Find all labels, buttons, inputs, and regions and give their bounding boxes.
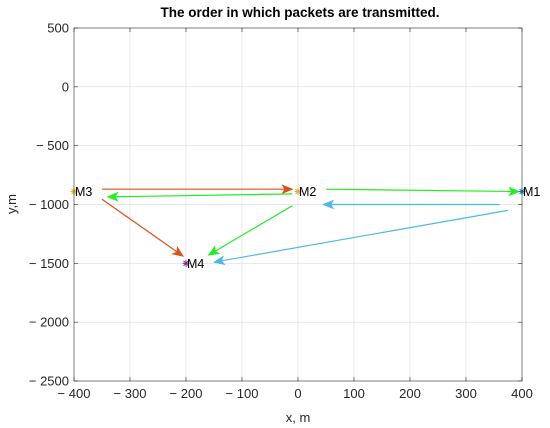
y-tick-label: − 1500 — [29, 256, 69, 271]
arrows-layer — [101, 184, 521, 266]
node-marker — [183, 260, 189, 267]
node-label: M1 — [523, 185, 540, 199]
y-axis-label: y,m — [4, 194, 19, 214]
y-tick-label: − 2500 — [29, 374, 69, 389]
y-tick-label: − 1000 — [29, 197, 69, 212]
y-tick-labels: − 2500 − 2000 − 1500 − 1000 − 500 0 500 — [29, 21, 69, 389]
nodes-layer: M1 M2 M3 M4 — [70, 185, 540, 271]
x-tick-label: − 200 — [170, 386, 203, 401]
x-tick-label: 200 — [399, 386, 421, 401]
transmission-arrow — [213, 209, 509, 266]
y-tick-label: 500 — [47, 21, 69, 36]
x-tick-label: − 300 — [114, 386, 147, 401]
node-label: M4 — [187, 257, 204, 271]
x-tick-label: − 100 — [226, 386, 259, 401]
transmission-arrow — [106, 191, 293, 202]
transmission-arrow — [207, 205, 293, 256]
x-tick-label: 0 — [294, 386, 301, 401]
y-tick-label: − 2000 — [29, 315, 69, 330]
x-tick-labels: − 400 − 300 − 200 − 100 0 100 200 300 400 — [58, 386, 533, 401]
x-tick-label: 400 — [511, 386, 533, 401]
y-tick-label: − 500 — [36, 138, 69, 153]
tick-marks — [73, 27, 523, 382]
node-label: M3 — [75, 185, 92, 199]
chart-title: The order in which packets are transmitt… — [160, 5, 439, 20]
transmission-arrow — [101, 198, 185, 257]
node-label: M2 — [299, 185, 316, 199]
node-m2: M2 — [294, 185, 316, 199]
y-tick-label: 0 — [62, 79, 69, 94]
transmission-arrow — [325, 186, 521, 197]
x-tick-label: 300 — [455, 386, 477, 401]
x-tick-label: − 400 — [58, 386, 91, 401]
x-axis-label: x, m — [286, 410, 311, 425]
x-tick-label: 100 — [343, 386, 365, 401]
node-marker — [295, 188, 301, 195]
node-m4: M4 — [182, 257, 204, 271]
